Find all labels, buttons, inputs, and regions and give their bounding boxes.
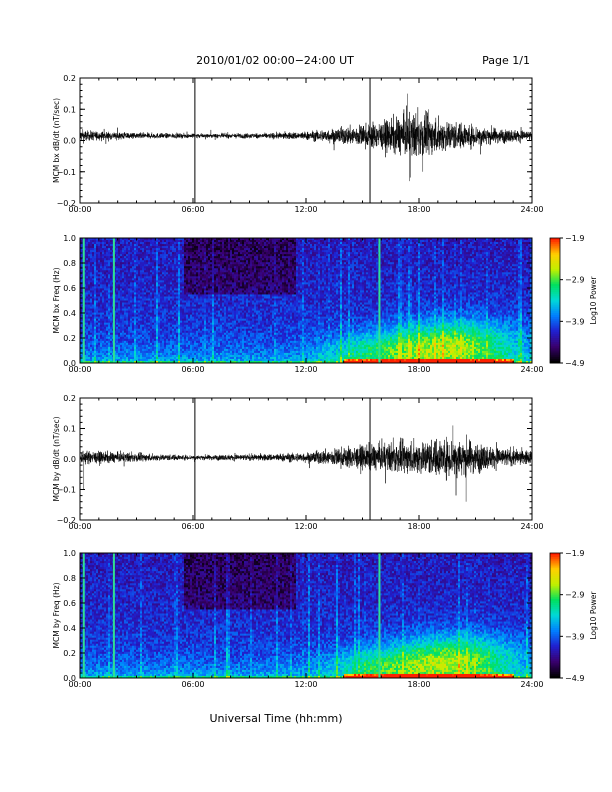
y-axis-label: MCM bx Freq (Hz) — [52, 267, 61, 333]
colorbar-tick-label: −4.9 — [565, 674, 584, 683]
y-tick-label: 0.6 — [63, 599, 76, 608]
y-tick-label: 0.8 — [63, 259, 76, 268]
spectrogram-cells — [80, 238, 532, 363]
x-tick-label: 18:00 — [407, 680, 430, 689]
dbdt-trace — [80, 425, 532, 501]
spectrogram-cells — [80, 553, 532, 678]
y-tick-label: 0.8 — [63, 574, 76, 583]
bright-column — [83, 238, 85, 363]
y-tick-label: 0.2 — [63, 394, 76, 403]
colorbar-tick-label: −1.9 — [565, 234, 584, 243]
panel-bx-timeseries: 00:00 06:00 12:00 18:00 24:000.20.10.0−0.1−0… — [52, 74, 544, 214]
y-tick-label: −0.2 — [57, 199, 76, 208]
x-tick-label: 24:00 — [520, 522, 543, 531]
y-tick-label: 0.0 — [63, 137, 76, 146]
colorbar-label: Log10 Power — [589, 276, 598, 325]
page-indicator: Page 1/1 — [482, 54, 530, 67]
colorbar-tick-label: −2.9 — [565, 591, 584, 600]
bright-column — [378, 238, 380, 363]
y-tick-label: 0.4 — [63, 309, 76, 318]
x-tick-label: 24:00 — [520, 680, 543, 689]
x-axis-label: Universal Time (hh:mm) — [210, 712, 343, 725]
y-axis-label: MCM by Freq (Hz) — [52, 582, 61, 648]
x-tick-label: 24:00 — [520, 205, 543, 214]
x-tick-label: 06:00 — [181, 365, 204, 374]
colorbar-label: Log10 Power — [589, 591, 598, 640]
colorbar-tick-label: −4.9 — [565, 359, 584, 368]
panel-bx-spectrogram: 00:00 06:00 12:00 18:00 24:001.00.80.60.40.2… — [52, 234, 598, 374]
y-tick-label: 1.0 — [63, 549, 76, 558]
y-tick-label: 0.2 — [63, 334, 76, 343]
y-tick-label: 0.1 — [63, 105, 76, 114]
y-tick-label: 1.0 — [63, 234, 76, 243]
x-tick-label: 12:00 — [294, 522, 317, 531]
y-tick-label: 0.0 — [63, 359, 76, 368]
x-tick-label: 12:00 — [294, 205, 317, 214]
x-tick-label: 06:00 — [181, 205, 204, 214]
colorbar-tick-label: −1.9 — [565, 549, 584, 558]
bright-column — [113, 553, 115, 678]
x-tick-label: 18:00 — [407, 205, 430, 214]
bright-column — [83, 553, 85, 678]
x-tick-label: 12:00 — [294, 365, 317, 374]
panel-by-timeseries: 00:00 06:00 12:00 18:00 24:000.20.10.0−0.1−0… — [52, 394, 544, 531]
y-axis-label: MCM bx dB/dt (nT/sec) — [52, 98, 61, 183]
y-tick-label: 0.2 — [63, 74, 76, 83]
y-tick-label: 0.2 — [63, 649, 76, 658]
x-tick-label: 06:00 — [181, 680, 204, 689]
colorbar-tick-label: −3.9 — [565, 317, 584, 326]
colorbar — [550, 238, 560, 364]
x-tick-label: 18:00 — [407, 365, 430, 374]
colorbar-tick-label: −3.9 — [565, 632, 584, 641]
x-tick-label: 18:00 — [407, 522, 430, 531]
bright-column — [378, 553, 380, 678]
y-tick-label: 0.1 — [63, 425, 76, 434]
figure-title: 2010/01/02 00:00−24:00 UT — [196, 54, 354, 67]
bright-column — [113, 238, 115, 363]
colorbar — [550, 553, 560, 679]
panel-by-spectrogram: 00:00 06:00 12:00 18:00 24:001.00.80.60.40.2… — [52, 549, 598, 689]
x-tick-label: 06:00 — [181, 522, 204, 531]
y-tick-label: 0.4 — [63, 624, 76, 633]
x-tick-label: 12:00 — [294, 680, 317, 689]
y-tick-label: −0.2 — [57, 516, 76, 525]
y-tick-label: 0.0 — [63, 674, 76, 683]
dbdt-trace — [80, 94, 532, 182]
y-tick-label: 0.0 — [63, 455, 76, 464]
y-tick-label: 0.6 — [63, 284, 76, 293]
colorbar-tick-label: −2.9 — [565, 276, 584, 285]
x-tick-label: 24:00 — [520, 365, 543, 374]
y-axis-label: MCM by dB/dt (nT/sec) — [52, 416, 61, 501]
